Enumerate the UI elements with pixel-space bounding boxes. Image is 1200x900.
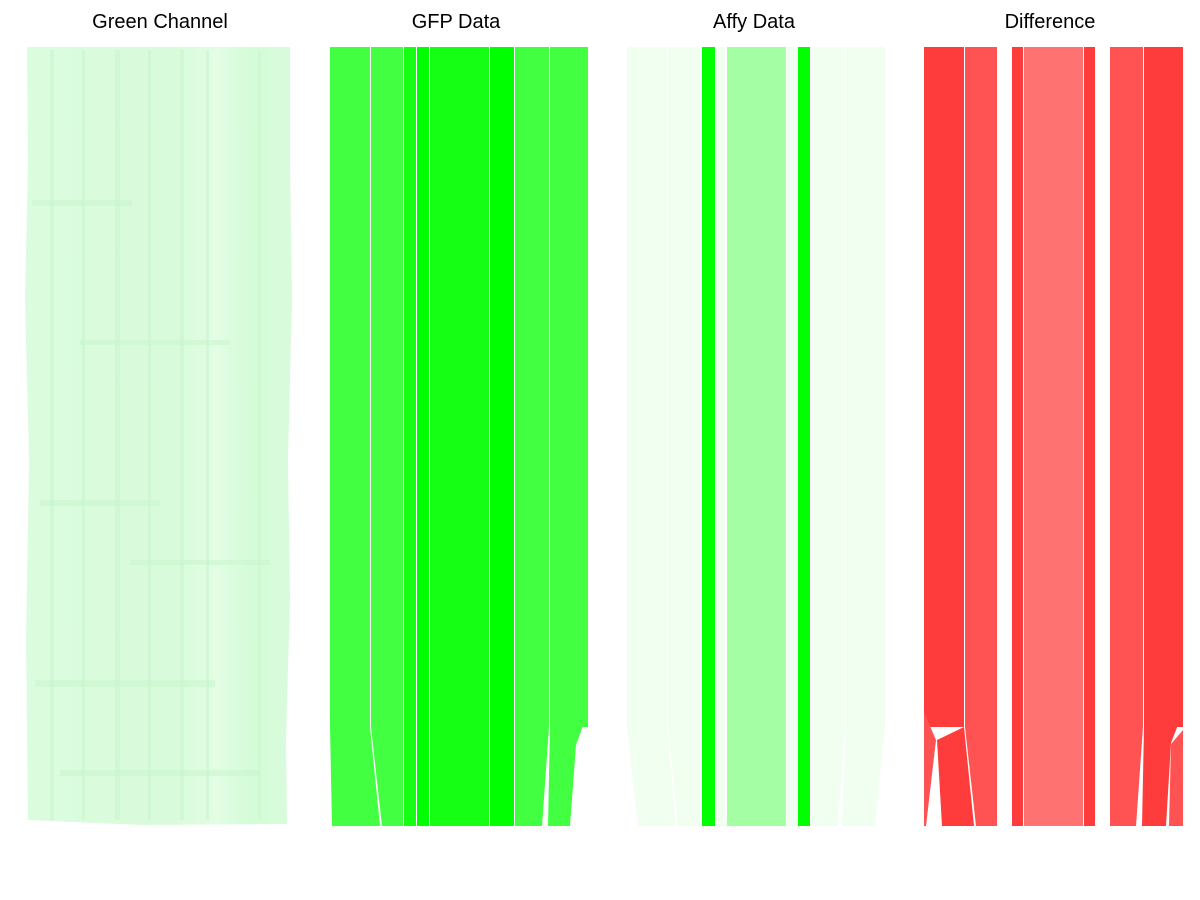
affy-band-8: [811, 47, 845, 727]
affy-lower-right-mid: [811, 727, 845, 826]
panel-title-affy-data: Affy Data: [713, 11, 795, 33]
gfp-lower-left-mid: [371, 727, 403, 826]
affy-band-6: [787, 47, 797, 826]
diff-band-6: [1110, 47, 1143, 727]
diff-band-5: [1084, 47, 1095, 826]
gfp-lower-right-mid: [515, 727, 549, 826]
affy-lower-right: [842, 727, 885, 826]
affy-band-1: [627, 47, 667, 727]
green-channel-blotches: [32, 200, 270, 776]
gfp-band-5: [430, 47, 489, 826]
diff-band-3: [1012, 47, 1023, 826]
diff-lower-left-a: [924, 712, 936, 826]
gfp-band-7: [515, 47, 549, 727]
panel-title-difference: Difference: [1004, 11, 1096, 33]
gfp-band-2: [371, 47, 403, 727]
difference-map: [924, 47, 1183, 826]
diff-lower-right-a: [1142, 712, 1183, 826]
diff-lower-right-mid: [1110, 727, 1143, 826]
panel-title-green-channel: Green Channel: [92, 11, 228, 33]
gfp-band-8: [550, 47, 588, 727]
diff-band-2: [965, 47, 997, 727]
affy-lower-left: [627, 727, 676, 826]
diff-band-4: [1024, 47, 1083, 826]
green-channel-streaks: [50, 50, 261, 820]
affy-band-5: [727, 47, 786, 826]
diff-lower-right-b: [1169, 730, 1183, 826]
gfp-band-1: [330, 47, 370, 727]
affy-band-3: [702, 47, 715, 826]
diff-band-1: [924, 47, 964, 727]
affy-band-7: [798, 47, 810, 826]
affy-data-map: [627, 47, 885, 826]
affy-band-2: [668, 47, 700, 727]
diff-lower-left-b: [937, 727, 974, 826]
gfp-lower-left: [330, 727, 380, 826]
affy-band-9: [846, 47, 885, 727]
diff-band-7: [1144, 47, 1183, 727]
gfp-data-map: [330, 47, 588, 826]
diff-lower-left-mid: [965, 727, 997, 826]
gfp-lower-right: [548, 712, 588, 826]
gfp-band-3: [404, 47, 416, 826]
affy-lower-left-mid: [668, 727, 700, 826]
gfp-band-6: [490, 47, 514, 826]
affy-band-4: [716, 47, 726, 826]
panel-title-gfp-data: GFP Data: [411, 11, 501, 33]
gfp-band-4: [417, 47, 429, 826]
green-channel-image: [25, 47, 292, 825]
green-channel-tissue: [25, 47, 292, 825]
